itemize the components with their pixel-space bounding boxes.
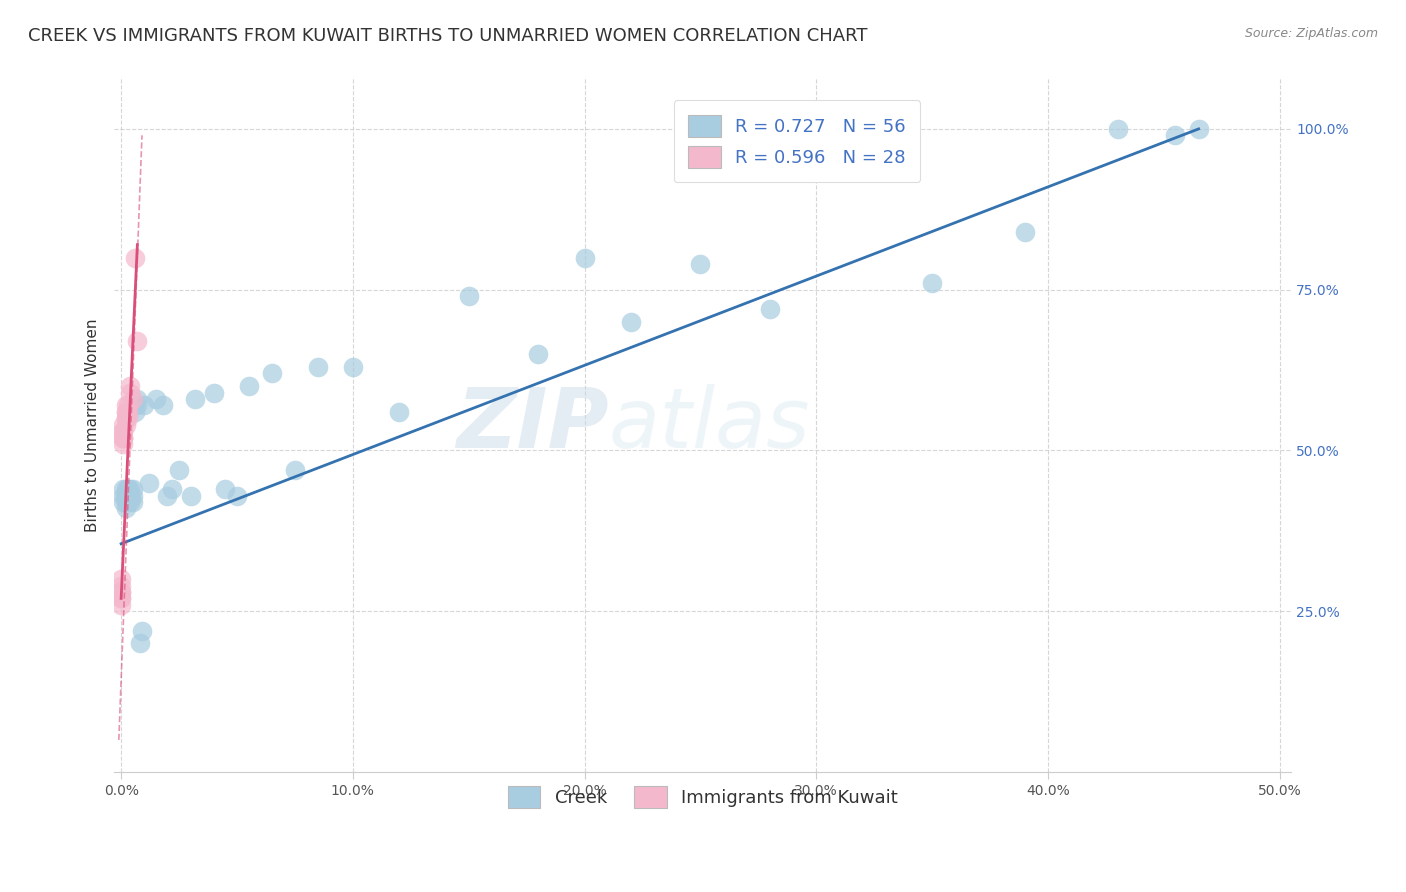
Point bbox=[121, 495, 143, 509]
Point bbox=[202, 385, 225, 400]
Point bbox=[120, 495, 142, 509]
Point bbox=[128, 636, 150, 650]
Point bbox=[117, 489, 139, 503]
Legend: Creek, Immigrants from Kuwait: Creek, Immigrants from Kuwait bbox=[501, 779, 905, 815]
Point bbox=[127, 392, 149, 406]
Point bbox=[184, 392, 207, 406]
Point bbox=[828, 128, 851, 143]
Point bbox=[121, 482, 143, 496]
Point bbox=[112, 424, 135, 438]
Point bbox=[117, 489, 139, 503]
Point bbox=[114, 417, 136, 432]
Point bbox=[145, 392, 167, 406]
Point bbox=[114, 489, 136, 503]
Point bbox=[120, 489, 142, 503]
Point bbox=[112, 482, 135, 496]
Point bbox=[1107, 122, 1129, 136]
Text: ZIP: ZIP bbox=[456, 384, 609, 466]
Point bbox=[110, 578, 132, 592]
Point bbox=[388, 405, 411, 419]
Point bbox=[1188, 122, 1211, 136]
Point bbox=[1014, 225, 1036, 239]
Point bbox=[114, 495, 136, 509]
Point bbox=[921, 277, 943, 291]
Point bbox=[117, 482, 139, 496]
Point bbox=[117, 489, 139, 503]
Text: atlas: atlas bbox=[609, 384, 810, 466]
Point bbox=[284, 463, 307, 477]
Point bbox=[114, 399, 136, 413]
Point bbox=[342, 359, 364, 374]
Point bbox=[117, 495, 139, 509]
Point bbox=[114, 501, 136, 516]
Point bbox=[226, 489, 249, 503]
Point bbox=[527, 347, 550, 361]
Point bbox=[689, 257, 711, 271]
Point bbox=[759, 301, 782, 316]
Point bbox=[110, 585, 132, 599]
Point bbox=[152, 399, 174, 413]
Point bbox=[112, 495, 135, 509]
Point bbox=[112, 489, 135, 503]
Point bbox=[120, 385, 142, 400]
Point bbox=[112, 431, 135, 445]
Point bbox=[112, 417, 135, 432]
Point bbox=[121, 392, 143, 406]
Point bbox=[120, 482, 142, 496]
Point bbox=[180, 489, 202, 503]
Point bbox=[574, 251, 596, 265]
Point bbox=[110, 598, 132, 612]
Point bbox=[124, 405, 146, 419]
Y-axis label: Births to Unmarried Women: Births to Unmarried Women bbox=[86, 318, 100, 532]
Point bbox=[114, 489, 136, 503]
Text: CREEK VS IMMIGRANTS FROM KUWAIT BIRTHS TO UNMARRIED WOMEN CORRELATION CHART: CREEK VS IMMIGRANTS FROM KUWAIT BIRTHS T… bbox=[28, 27, 868, 45]
Point bbox=[124, 251, 146, 265]
Point bbox=[620, 315, 643, 329]
Point bbox=[110, 591, 132, 606]
Point bbox=[114, 405, 136, 419]
Point bbox=[124, 399, 146, 413]
Point bbox=[117, 405, 139, 419]
Point bbox=[112, 431, 135, 445]
Point bbox=[167, 463, 190, 477]
Point bbox=[120, 379, 142, 393]
Point bbox=[114, 411, 136, 425]
Point bbox=[110, 585, 132, 599]
Point bbox=[112, 424, 135, 438]
Point bbox=[214, 482, 236, 496]
Point bbox=[134, 399, 156, 413]
Point bbox=[112, 437, 135, 451]
Point bbox=[112, 431, 135, 445]
Point bbox=[160, 482, 183, 496]
Point bbox=[114, 411, 136, 425]
Point bbox=[117, 399, 139, 413]
Point bbox=[238, 379, 260, 393]
Point bbox=[127, 399, 149, 413]
Point bbox=[1164, 128, 1187, 143]
Point bbox=[121, 489, 143, 503]
Point bbox=[131, 624, 153, 638]
Point bbox=[156, 489, 179, 503]
Point bbox=[117, 482, 139, 496]
Point bbox=[110, 572, 132, 586]
Point bbox=[307, 359, 329, 374]
Point bbox=[110, 591, 132, 606]
Point bbox=[114, 405, 136, 419]
Text: Source: ZipAtlas.com: Source: ZipAtlas.com bbox=[1244, 27, 1378, 40]
Point bbox=[117, 411, 139, 425]
Point bbox=[457, 289, 479, 303]
Point bbox=[127, 334, 149, 348]
Point bbox=[138, 475, 160, 490]
Point bbox=[260, 367, 283, 381]
Point bbox=[114, 482, 136, 496]
